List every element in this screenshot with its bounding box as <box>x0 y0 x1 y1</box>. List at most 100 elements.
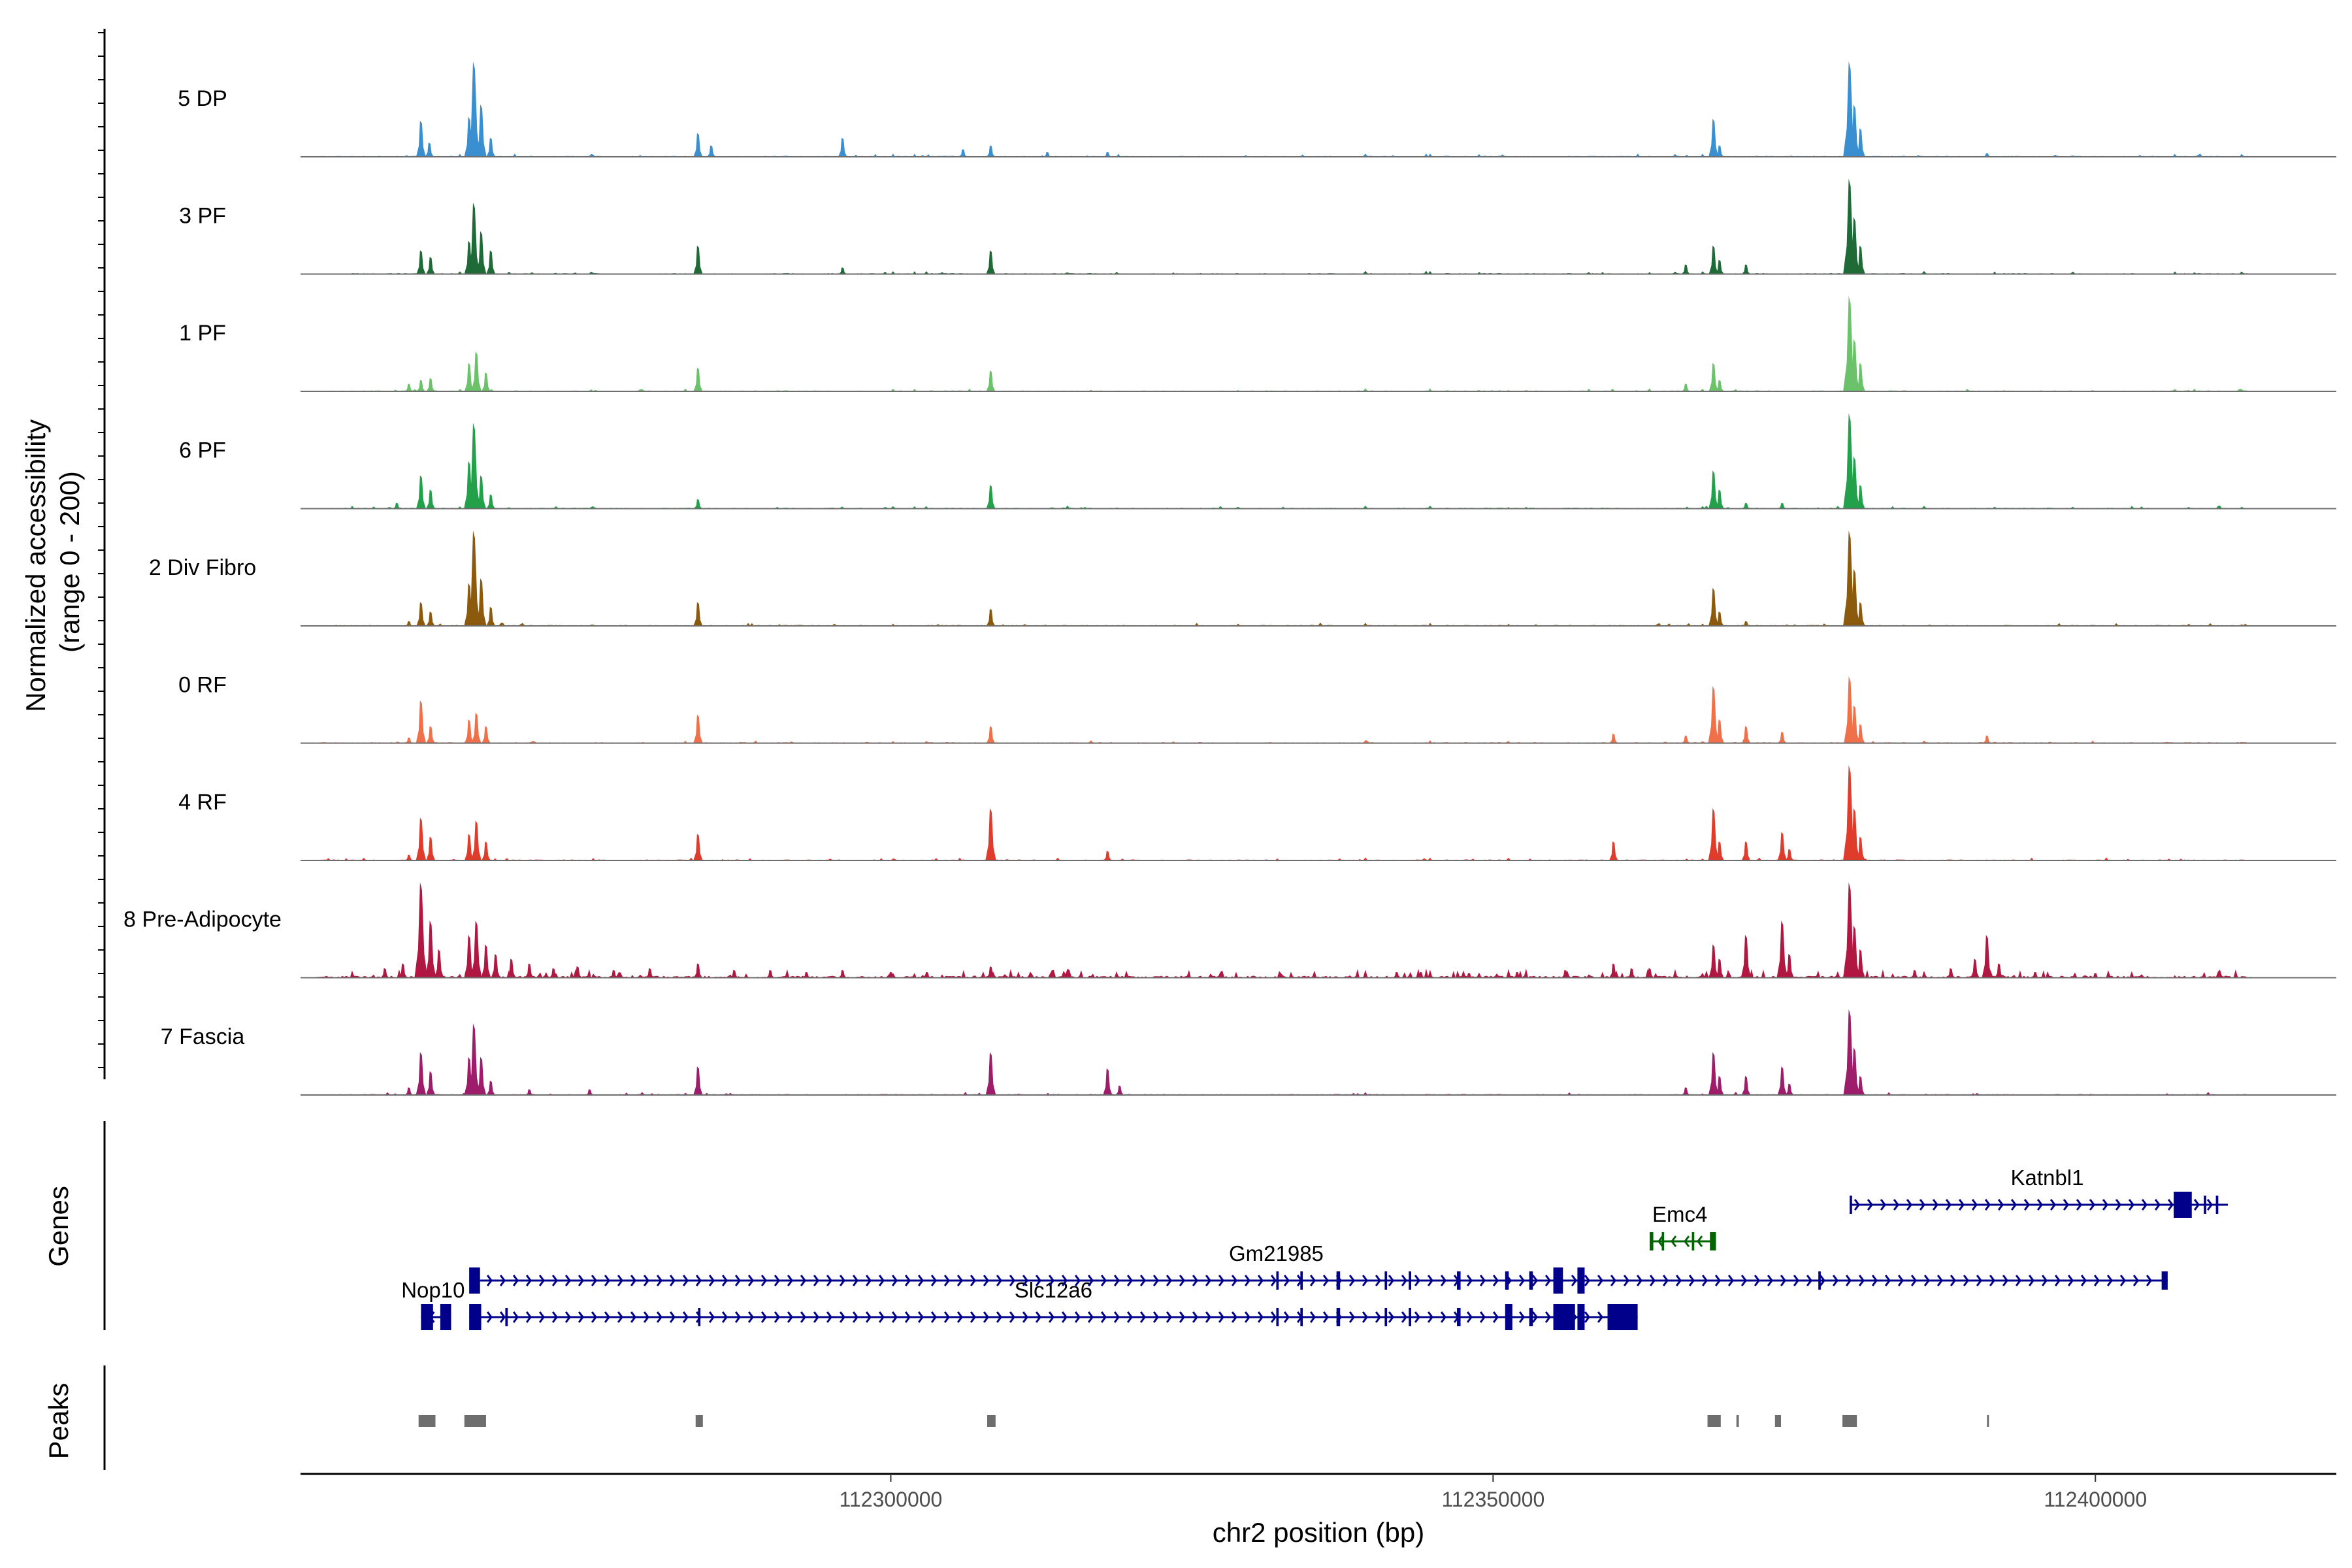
peak-8-pre-adipocyte-0 <box>380 968 389 978</box>
gene-label-emc4: Emc4 <box>1652 1202 1707 1226</box>
peak-8-pre-adipocyte-22 <box>987 966 995 978</box>
peak-0-rf-0 <box>404 737 414 743</box>
peak-region-3 <box>987 1415 996 1427</box>
peak-7-fascia-14 <box>1708 1052 1719 1095</box>
gene-emc4: Emc4 <box>1650 1202 1716 1250</box>
peak-5-dp-18 <box>1983 153 1991 157</box>
peak-7-fascia-0 <box>404 1087 414 1095</box>
peak-1-pf-7 <box>986 370 996 391</box>
peak-6-pf-1 <box>416 475 426 509</box>
track-labels: 5 DP 3 PF 1 PF 6 PF 2 Div Fibro 0 RF 4 RF 8 Pre… <box>123 86 282 1049</box>
gene-nop10: Nop10 <box>401 1278 465 1330</box>
peak-1-pf-13 <box>1855 363 1865 391</box>
track-2-div-fibro <box>301 531 2336 627</box>
peak-8-pre-adipocyte-45 <box>2091 973 2100 978</box>
peak-2-div-fibro-8 <box>986 608 996 626</box>
track-4-rf-background <box>301 857 2252 860</box>
exon-katnbl1-1 <box>2174 1192 2192 1218</box>
track-label-0-rf: 0 RF <box>178 673 227 698</box>
peak-7-fascia-7 <box>525 1089 534 1095</box>
peak-6-pf-9 <box>1708 470 1719 509</box>
exon-gm21985-3 <box>1336 1271 1341 1290</box>
peak-5-dp-13 <box>1708 118 1719 157</box>
track-label-2-div-fibro: 2 Div Fibro <box>149 555 256 580</box>
track-1-pf <box>301 296 2336 392</box>
exon-gm21985-10 <box>1577 1267 1585 1294</box>
track-7-fascia-background <box>301 1092 2252 1095</box>
peak-7-fascia-2 <box>426 1071 436 1095</box>
peak-8-pre-adipocyte-17 <box>766 970 775 978</box>
peak-0-rf-16 <box>1855 724 1865 743</box>
peak-2-div-fibro-9 <box>1708 587 1719 626</box>
track-label-1-pf: 1 PF <box>179 321 226 346</box>
peak-0-rf-1 <box>416 700 427 743</box>
peak-2-div-fibro-1 <box>416 602 426 626</box>
peak-8-pre-adipocyte-26 <box>1513 972 1522 978</box>
peak-4-rf-4 <box>471 820 482 860</box>
peak-8-pre-adipocyte-3 <box>425 920 436 978</box>
peak-6-pf-6 <box>486 494 495 509</box>
peak-3-pf-9 <box>1682 264 1690 274</box>
peak-8-pre-adipocyte-18 <box>802 972 811 978</box>
peak-7-fascia-4 <box>468 1023 480 1095</box>
peak-0-rf-13 <box>1778 732 1787 743</box>
peak-region-6 <box>1774 1415 1782 1427</box>
peak-region-4 <box>1707 1415 1721 1427</box>
track-5-dp <box>301 61 2336 157</box>
peak-5-dp-10 <box>987 145 995 157</box>
peak-5-dp-3 <box>467 61 481 157</box>
peak-5-dp-0 <box>416 120 426 157</box>
exon-slc12a6-11 <box>1553 1304 1575 1330</box>
exon-slc12a6-1 <box>505 1308 508 1326</box>
peak-3-pf-12 <box>1742 264 1750 274</box>
peak-7-fascia-16 <box>1741 1075 1751 1095</box>
peak-2-div-fibro-3 <box>464 583 474 626</box>
genes-panel-label: Genes <box>43 1186 74 1267</box>
peak-8-pre-adipocyte-13 <box>610 970 618 978</box>
peak-8-pre-adipocyte-30 <box>1645 968 1654 978</box>
peak-8-pre-adipocyte-43 <box>1995 963 2004 978</box>
peak-8-pre-adipocyte-23 <box>1392 972 1401 978</box>
peak-5-dp-16 <box>1843 61 1857 157</box>
peak-6-pf-7 <box>694 498 702 509</box>
peak-8-pre-adipocyte-8 <box>491 954 500 978</box>
peak-8-pre-adipocyte-12 <box>573 966 582 978</box>
peak-1-pf-9 <box>1708 363 1718 391</box>
peak-2-div-fibro-6 <box>486 606 496 626</box>
track-3-pf-background <box>301 270 2252 274</box>
peak-6-pf-14 <box>1849 456 1860 509</box>
peak-8-pre-adipocyte-35 <box>1784 954 1794 978</box>
peak-4-rf-17 <box>1855 836 1865 860</box>
peak-4-rf-0 <box>404 855 414 860</box>
peak-1-pf-8 <box>1682 384 1690 391</box>
peak-8-pre-adipocyte-16 <box>730 970 739 978</box>
peak-7-fascia-10 <box>985 1052 996 1095</box>
peak-5-dp-17 <box>1855 128 1865 157</box>
exon-slc12a6-2 <box>698 1308 701 1326</box>
peak-7-fascia-21 <box>1855 1075 1865 1095</box>
peak-0-rf-5 <box>482 726 491 743</box>
peaks-panel-label: Peaks <box>43 1383 74 1460</box>
exon-gm21985-12 <box>2161 1271 2168 1290</box>
peak-3-pf-14 <box>1843 178 1857 274</box>
exon-katnbl1-0 <box>1850 1196 1852 1214</box>
peak-2-div-fibro-10 <box>1715 612 1724 626</box>
exon-slc12a6-10 <box>1529 1308 1533 1326</box>
x-axis: chr2 position (bp) 112300000 112350000 112… <box>301 1473 2336 1548</box>
peak-2-div-fibro-2 <box>426 612 435 626</box>
peak-8-pre-adipocyte-1 <box>399 963 408 978</box>
gene-label-gm21985: Gm21985 <box>1229 1241 1324 1266</box>
peak-4-rf-14 <box>1785 849 1794 860</box>
peak-3-pf-3 <box>468 203 480 274</box>
peak-5-dp-11 <box>1043 152 1052 157</box>
exon-slc12a6-9 <box>1505 1304 1512 1330</box>
peak-1-pf-1 <box>416 380 425 391</box>
gene-label-katnbl1: Katnbl1 <box>2011 1166 2084 1190</box>
peak-7-fascia-18 <box>1785 1083 1794 1095</box>
peak-region-1 <box>464 1415 486 1427</box>
exon-slc12a6-5 <box>1336 1308 1341 1326</box>
peak-region-8 <box>1987 1415 1989 1427</box>
peak-0-rf-7 <box>986 726 996 743</box>
peak-0-rf-2 <box>426 726 435 743</box>
x-tick-label-1: 112350000 <box>1441 1488 1544 1511</box>
